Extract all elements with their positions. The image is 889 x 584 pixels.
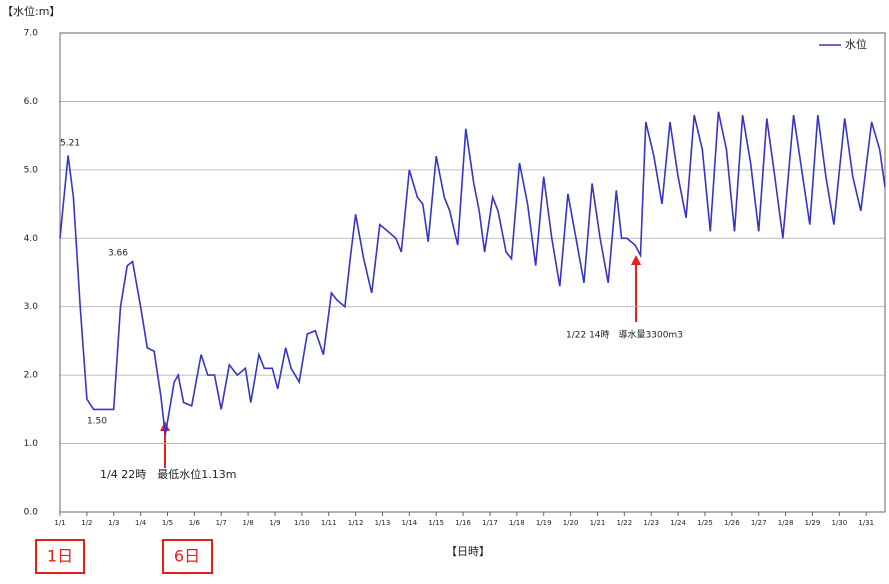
x-tick-label: 1/27 — [751, 519, 767, 527]
y-tick-label: 4.0 — [24, 234, 39, 244]
x-tick-label: 1/25 — [697, 519, 713, 527]
y-tick-label: 1.0 — [24, 439, 39, 449]
x-axis-title: 【日時】 — [446, 545, 490, 558]
x-tick-label: 1/9 — [269, 519, 280, 527]
x-tick-label: 1/20 — [563, 519, 579, 527]
x-tick-label: 1/7 — [216, 519, 227, 527]
x-tick-label: 1/11 — [321, 519, 337, 527]
x-tick-label: 1/30 — [831, 519, 847, 527]
x-tick-label: 1/22 — [616, 519, 632, 527]
x-tick-label: 1/18 — [509, 519, 525, 527]
x-tick-label: 1/14 — [401, 519, 417, 527]
x-tick-label: 1/2 — [81, 519, 92, 527]
y-tick-label: 3.0 — [24, 302, 39, 312]
x-tick-label: 1/24 — [670, 519, 686, 527]
y-axis-title: 【水位:m】 — [2, 4, 60, 18]
x-tick-label: 1/4 — [135, 519, 147, 527]
callout-text: 6日 — [174, 547, 200, 566]
x-tick-label: 1/28 — [778, 519, 794, 527]
x-tick-label: 1/31 — [858, 519, 874, 527]
y-tick-label: 0.0 — [24, 508, 39, 518]
x-tick-label: 1/6 — [189, 519, 201, 527]
y-tick-label: 5.0 — [24, 165, 39, 175]
x-tick-label: 1/26 — [724, 519, 740, 527]
callout-box — [35, 539, 85, 574]
callout-box — [162, 539, 213, 574]
x-tick-label: 1/16 — [455, 519, 471, 527]
x-tick-label: 1/13 — [375, 519, 391, 527]
annotation: 3.66 — [108, 249, 128, 259]
x-tick-label: 1/15 — [428, 519, 444, 527]
x-tick-label: 1/5 — [162, 519, 173, 527]
x-tick-label: 1/29 — [805, 519, 821, 527]
annotation: 1/4 22時 最低水位1.13m — [100, 467, 236, 481]
annotation: 5.21 — [60, 139, 80, 149]
x-tick-label: 1/19 — [536, 519, 552, 527]
x-tick-label: 1/12 — [348, 519, 364, 527]
annotation: 1.50 — [87, 417, 107, 427]
x-tick-label: 1/17 — [482, 519, 498, 527]
y-tick-label: 6.0 — [24, 97, 39, 107]
y-tick-label: 7.0 — [24, 29, 39, 39]
callout-text: 1日 — [47, 547, 73, 566]
y-tick-label: 2.0 — [24, 371, 39, 381]
arrow-head — [631, 255, 641, 265]
x-tick-label: 1/21 — [590, 519, 606, 527]
line — [59, 111, 886, 435]
annotation: 1/22 14時 導水量3300m3 — [566, 329, 683, 341]
legend-label: 水位 — [845, 37, 867, 51]
x-tick-label: 1/8 — [242, 519, 253, 527]
x-tick-label: 1/3 — [108, 519, 119, 527]
x-tick-label: 1/1 — [54, 519, 65, 527]
plot-frame — [59, 32, 886, 513]
x-tick-label: 1/23 — [643, 519, 659, 527]
x-tick-label: 1/10 — [294, 519, 310, 527]
